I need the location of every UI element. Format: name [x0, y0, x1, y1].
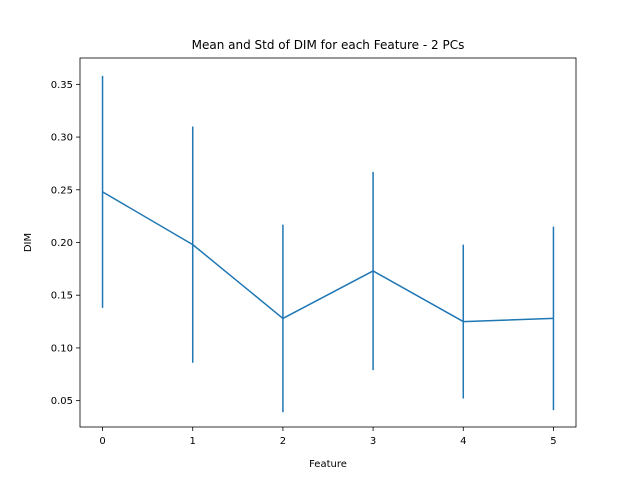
chart-title: Mean and Std of DIM for each Feature - 2…	[192, 38, 465, 52]
mean-line	[102, 191, 554, 323]
axes-frame	[79, 57, 577, 428]
x-tick-label: 1	[190, 436, 196, 447]
plot-area	[101, 75, 555, 413]
y-tick-label: 0.05	[51, 396, 73, 407]
y-tick-label: 0.25	[51, 185, 73, 196]
y-tick-label: 0.15	[51, 291, 73, 302]
x-tick-label: 4	[460, 436, 466, 447]
y-tick-label: 0.30	[51, 133, 73, 144]
y-tick-label: 0.35	[51, 80, 73, 91]
x-tick-label: 5	[550, 436, 556, 447]
x-axis-label: Feature	[309, 459, 347, 470]
x-tick-label: 2	[280, 436, 286, 447]
x-tick-label: 3	[370, 436, 376, 447]
y-tick-label: 0.10	[51, 343, 73, 354]
x-tick-label: 0	[99, 436, 105, 447]
y-axis: 0.05 0.10 0.15 0.20 0.25 0.30 0.35	[51, 80, 80, 407]
y-tick-label: 0.20	[51, 238, 73, 249]
x-axis: 0 1 2 3 4 5	[99, 427, 557, 447]
y-axis-label: DIM	[23, 233, 34, 252]
